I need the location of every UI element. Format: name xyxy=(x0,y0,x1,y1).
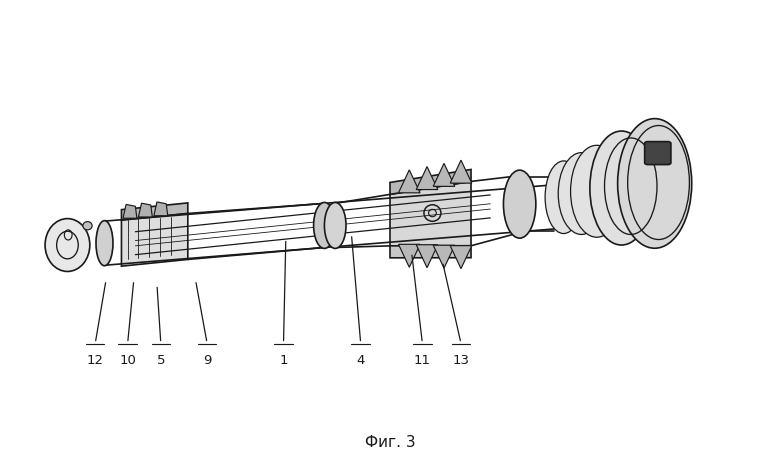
Polygon shape xyxy=(138,203,152,217)
Ellipse shape xyxy=(314,203,335,249)
Polygon shape xyxy=(417,167,438,190)
Ellipse shape xyxy=(96,221,113,266)
Polygon shape xyxy=(122,203,188,220)
Ellipse shape xyxy=(324,203,346,249)
Ellipse shape xyxy=(618,118,692,248)
Polygon shape xyxy=(390,246,471,258)
Text: 12: 12 xyxy=(87,353,104,366)
Polygon shape xyxy=(399,244,420,267)
Text: 4: 4 xyxy=(356,353,365,366)
Text: 10: 10 xyxy=(119,353,136,366)
Polygon shape xyxy=(433,245,455,268)
Polygon shape xyxy=(154,202,168,216)
Text: 13: 13 xyxy=(452,353,470,366)
Text: Фиг. 3: Фиг. 3 xyxy=(365,435,415,450)
Text: 11: 11 xyxy=(414,353,431,366)
Text: 1: 1 xyxy=(279,353,288,366)
Polygon shape xyxy=(417,245,438,268)
Text: 5: 5 xyxy=(157,353,165,366)
Polygon shape xyxy=(123,205,137,218)
Ellipse shape xyxy=(571,145,623,237)
Polygon shape xyxy=(390,169,471,194)
Ellipse shape xyxy=(503,170,536,238)
Polygon shape xyxy=(450,246,472,269)
Polygon shape xyxy=(433,163,455,186)
FancyBboxPatch shape xyxy=(644,142,671,165)
Ellipse shape xyxy=(545,161,582,234)
Text: 9: 9 xyxy=(203,353,211,366)
Polygon shape xyxy=(450,160,472,183)
Ellipse shape xyxy=(83,221,92,230)
Polygon shape xyxy=(399,170,420,193)
Ellipse shape xyxy=(590,131,653,245)
Polygon shape xyxy=(390,182,471,246)
Ellipse shape xyxy=(558,153,604,234)
Ellipse shape xyxy=(45,219,90,271)
Polygon shape xyxy=(122,213,188,266)
